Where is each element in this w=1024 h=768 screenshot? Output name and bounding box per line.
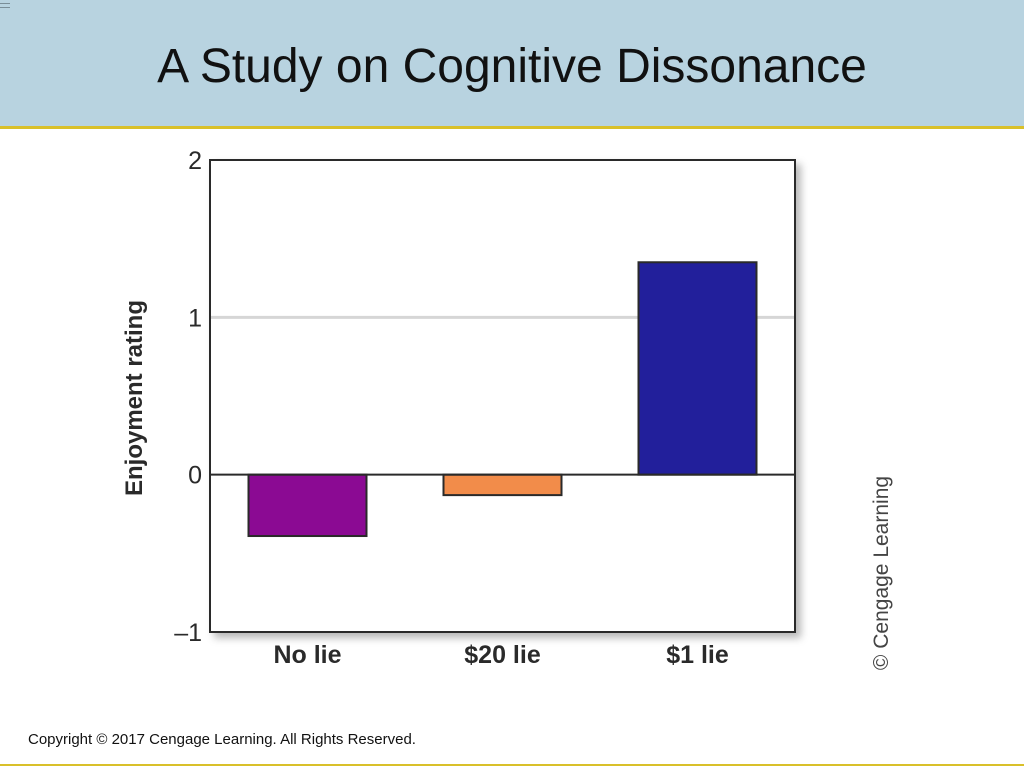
x-tick-label: No lie bbox=[273, 641, 341, 669]
slide-title: A Study on Cognitive Dissonance bbox=[157, 40, 867, 93]
x-tick-labels: No lie $20 lie $1 lie bbox=[273, 641, 728, 669]
footer-divider bbox=[0, 764, 1024, 766]
bars bbox=[247, 261, 758, 538]
x-tick-label: $20 lie bbox=[464, 641, 541, 669]
copyright-notice: Copyright © 2017 Cengage Learning. All R… bbox=[28, 731, 416, 748]
x-tick-label: $1 lie bbox=[666, 641, 729, 669]
bar bbox=[442, 473, 563, 497]
y-tick-label: 0 bbox=[188, 462, 202, 490]
y-tick-label: 1 bbox=[188, 304, 202, 332]
header-band bbox=[0, 0, 1024, 126]
header-divider bbox=[0, 126, 1024, 129]
bar bbox=[637, 261, 758, 476]
menu-icon[interactable] bbox=[0, 3, 12, 13]
y-tick-labels: 2 1 0 –1 bbox=[174, 147, 202, 647]
side-credit: © Cengage Learning bbox=[870, 476, 893, 670]
y-axis-label: Enjoyment rating bbox=[121, 300, 148, 496]
y-tick-label: 2 bbox=[188, 147, 202, 175]
bar bbox=[247, 473, 368, 538]
y-tick-label: –1 bbox=[174, 619, 202, 647]
